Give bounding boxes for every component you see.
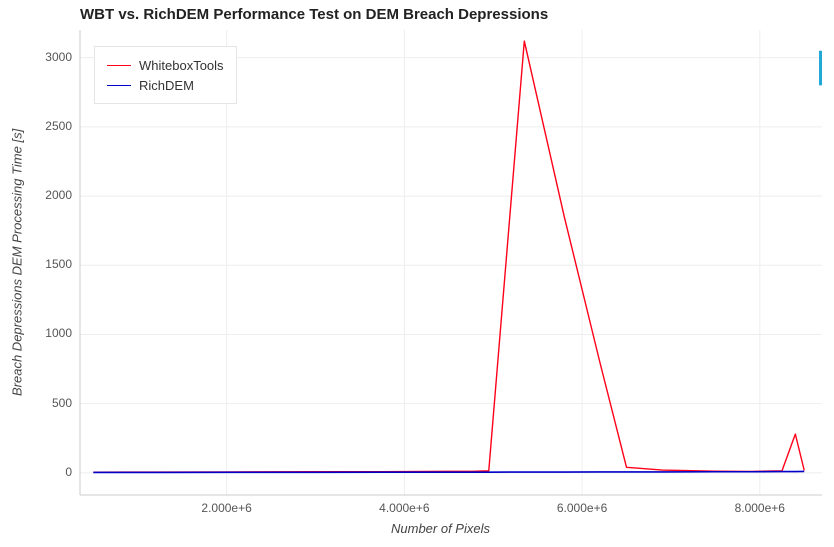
legend-item: WhiteboxTools — [107, 55, 224, 75]
x-tick-label: 8.000e+6 — [730, 501, 790, 515]
series-line — [93, 471, 804, 472]
legend-label: WhiteboxTools — [139, 58, 224, 73]
legend-item: RichDEM — [107, 75, 224, 95]
chart-title: WBT vs. RichDEM Performance Test on DEM … — [80, 6, 548, 23]
legend-swatch — [107, 85, 131, 86]
x-tick-label: 4.000e+6 — [374, 501, 434, 515]
y-tick-label: 500 — [52, 396, 72, 410]
legend: WhiteboxTools RichDEM — [94, 46, 237, 104]
y-tick-label: 2500 — [45, 119, 72, 133]
y-tick-label: 1500 — [45, 257, 72, 271]
y-tick-label: 3000 — [45, 50, 72, 64]
x-tick-label: 2.000e+6 — [197, 501, 257, 515]
performance-chart: WBT vs. RichDEM Performance Test on DEM … — [0, 0, 834, 542]
x-axis-label: Number of Pixels — [391, 521, 490, 536]
legend-swatch — [107, 65, 131, 66]
y-axis-label: Breach Depressions DEM Processing Time [… — [0, 30, 34, 495]
x-tick-label: 6.000e+6 — [552, 501, 612, 515]
y-tick-label: 2000 — [45, 188, 72, 202]
legend-label: RichDEM — [139, 78, 194, 93]
y-tick-label: 0 — [65, 465, 72, 479]
y-tick-label: 1000 — [45, 326, 72, 340]
